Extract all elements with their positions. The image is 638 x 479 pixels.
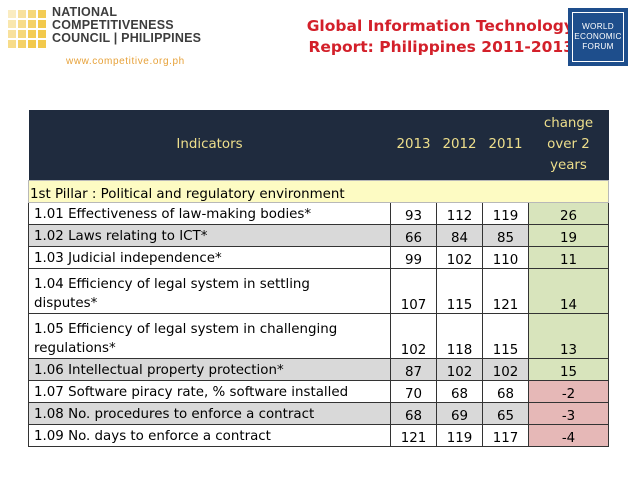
report-title-line-1: Global Information Technology bbox=[306, 17, 574, 35]
ncc-logo-grid-icon bbox=[8, 10, 48, 50]
ncc-name-line-2: COMPETITIVENESS bbox=[52, 18, 174, 32]
rank-2012: 119 bbox=[436, 423, 483, 447]
indicators-table-wrap: Indicators 2013 2012 2011 change over 2 … bbox=[28, 110, 609, 447]
table-row: 1.04 Efficiency of legal system in settl… bbox=[28, 267, 609, 314]
indicator-name-line: 1.08 No. procedures to enforce a contrac… bbox=[34, 406, 315, 422]
rank-2011: 65 bbox=[482, 401, 529, 425]
rank-2013: 87 bbox=[390, 357, 437, 381]
header-change: change over 2 years bbox=[528, 110, 609, 180]
table-row: 1.03 Judicial independence* 99 102 110 11 bbox=[28, 245, 609, 269]
rank-2011: 85 bbox=[482, 223, 529, 247]
rank-2012: 68 bbox=[436, 379, 483, 403]
change-over-2-years: -4 bbox=[528, 423, 609, 447]
indicator-name: 1.08 No. procedures to enforce a contrac… bbox=[28, 401, 391, 425]
indicator-name: 1.06 Intellectual property protection* bbox=[28, 357, 391, 381]
rank-2012: 69 bbox=[436, 401, 483, 425]
indicator-name-line: 1.04 Efficiency of legal system in settl… bbox=[34, 276, 310, 292]
table-row: 1.07 Software piracy rate, % software in… bbox=[28, 379, 609, 403]
indicator-name: 1.04 Efficiency of legal system in settl… bbox=[28, 267, 391, 314]
wef-logo-line-2: ECONOMIC bbox=[574, 32, 622, 41]
rank-2013: 68 bbox=[390, 401, 437, 425]
wef-logo: WORLD ECONOMIC FORUM bbox=[568, 8, 628, 66]
indicator-name-line: regulations* bbox=[34, 340, 116, 356]
rank-2013: 93 bbox=[390, 201, 437, 225]
report-title: Global Information Technology Report: Ph… bbox=[262, 16, 574, 58]
header-change-line-2: over 2 bbox=[547, 137, 590, 153]
rank-2012: 102 bbox=[436, 357, 483, 381]
rank-2011: 119 bbox=[482, 201, 529, 225]
rank-2011: 102 bbox=[482, 357, 529, 381]
change-over-2-years: 15 bbox=[528, 357, 609, 381]
report-title-line-2: Report: Philippines 2011-2013 bbox=[308, 38, 574, 56]
indicator-name: 1.05 Efficiency of legal system in chall… bbox=[28, 312, 391, 359]
rank-2013: 121 bbox=[390, 423, 437, 447]
rank-2011: 121 bbox=[482, 267, 529, 314]
ncc-logo: NATIONAL COMPETITIVENESS COUNCIL | PHILI… bbox=[8, 6, 218, 68]
rank-2011: 117 bbox=[482, 423, 529, 447]
table-row: 1.02 Laws relating to ICT* 66 84 85 19 bbox=[28, 223, 609, 247]
header-change-line-3: years bbox=[550, 158, 587, 174]
ncc-name-line-3: COUNCIL | PHILIPPINES bbox=[52, 31, 202, 45]
rank-2012: 115 bbox=[436, 267, 483, 314]
rank-2012: 102 bbox=[436, 245, 483, 269]
indicator-name: 1.01 Effectiveness of law-making bodies* bbox=[28, 201, 391, 225]
ncc-name-line-1: NATIONAL bbox=[52, 5, 118, 19]
table-row: 1.05 Efficiency of legal system in chall… bbox=[28, 312, 609, 359]
rank-2012: 84 bbox=[436, 223, 483, 247]
rank-2012: 118 bbox=[436, 312, 483, 359]
indicator-name-line: disputes* bbox=[34, 295, 98, 311]
change-over-2-years: 11 bbox=[528, 245, 609, 269]
indicators-table: Indicators 2013 2012 2011 change over 2 … bbox=[28, 110, 609, 447]
ncc-name: NATIONAL COMPETITIVENESS COUNCIL | PHILI… bbox=[52, 6, 222, 45]
rank-2013: 66 bbox=[390, 223, 437, 247]
indicator-name-line: 1.05 Efficiency of legal system in chall… bbox=[34, 321, 338, 337]
rank-2013: 70 bbox=[390, 379, 437, 403]
header-indicators: Indicators bbox=[28, 110, 391, 180]
change-over-2-years: -3 bbox=[528, 401, 609, 425]
indicator-name: 1.07 Software piracy rate, % software in… bbox=[28, 379, 391, 403]
wef-logo-line-3: FORUM bbox=[582, 42, 614, 51]
rank-2012: 112 bbox=[436, 201, 483, 225]
change-over-2-years: 14 bbox=[528, 267, 609, 314]
table-row: 1.08 No. procedures to enforce a contrac… bbox=[28, 401, 609, 425]
header-2013: 2013 bbox=[390, 110, 437, 180]
indicator-name: 1.02 Laws relating to ICT* bbox=[28, 223, 391, 247]
header-2012: 2012 bbox=[436, 110, 483, 180]
table-row: 1.01 Effectiveness of law-making bodies*… bbox=[28, 201, 609, 225]
indicator-name-line: 1.03 Judicial independence* bbox=[34, 250, 222, 266]
indicator-name-line: 1.07 Software piracy rate, % software in… bbox=[34, 384, 349, 400]
rank-2013: 107 bbox=[390, 267, 437, 314]
header-change-line-1: change bbox=[543, 116, 594, 132]
ncc-website: www.competitive.org.ph bbox=[66, 56, 185, 67]
rank-2011: 68 bbox=[482, 379, 529, 403]
table-row: 1.06 Intellectual property protection* 87… bbox=[28, 357, 609, 381]
indicator-name-line: 1.01 Effectiveness of law-making bodies* bbox=[34, 206, 312, 222]
change-over-2-years: 19 bbox=[528, 223, 609, 247]
change-over-2-years: -2 bbox=[528, 379, 609, 403]
change-over-2-years: 26 bbox=[528, 201, 609, 225]
change-over-2-years: 13 bbox=[528, 312, 609, 359]
rank-2011: 115 bbox=[482, 312, 529, 359]
pillar-row: 1st Pillar : Political and regulatory en… bbox=[28, 179, 609, 203]
rank-2011: 110 bbox=[482, 245, 529, 269]
wef-logo-line-1: WORLD bbox=[582, 22, 614, 31]
indicator-name: 1.03 Judicial independence* bbox=[28, 245, 391, 269]
indicator-name-line: 1.09 No. days to enforce a contract bbox=[34, 428, 271, 444]
indicator-name: 1.09 No. days to enforce a contract bbox=[28, 423, 391, 447]
indicator-name-line: 1.06 Intellectual property protection* bbox=[34, 362, 284, 378]
rank-2013: 102 bbox=[390, 312, 437, 359]
header-2011: 2011 bbox=[482, 110, 529, 180]
table-row: 1.09 No. days to enforce a contract 121 11… bbox=[28, 423, 609, 447]
indicator-name-line: 1.02 Laws relating to ICT* bbox=[34, 228, 208, 244]
table-header-row: Indicators 2013 2012 2011 change over 2 … bbox=[28, 110, 609, 180]
rank-2013: 99 bbox=[390, 245, 437, 269]
pillar-label: 1st Pillar : Political and regulatory en… bbox=[28, 179, 609, 203]
